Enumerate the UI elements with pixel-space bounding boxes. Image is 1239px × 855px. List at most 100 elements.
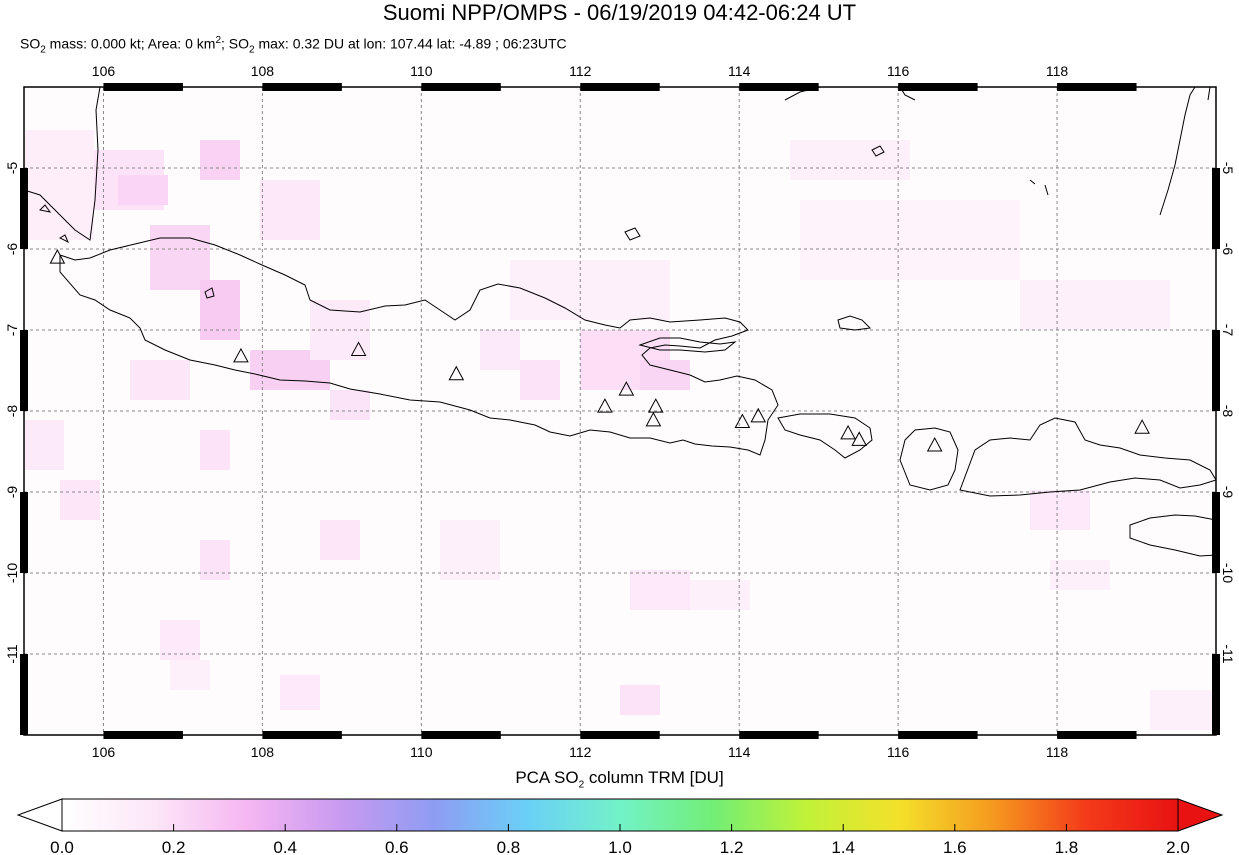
frame-bar-bottom (421, 731, 501, 739)
so2-pixels (24, 130, 1216, 730)
frame-bar-left (20, 168, 28, 249)
lat-tick-label: -7 (1220, 324, 1236, 337)
map-title: Suomi NPP/OMPS - 06/19/2019 04:42-06:24 … (382, 0, 857, 25)
frame-bar-bottom (898, 731, 978, 739)
volcano-triangle (597, 398, 613, 413)
lon-tick-label: 118 (1046, 744, 1069, 760)
colorbar-tick-label: 1.6 (943, 838, 967, 855)
volcano-triangle (350, 341, 367, 356)
sumba-coast (1129, 514, 1216, 557)
so2-summary: SO2 mass: 0.000 kt; Area: 0 km2; SO2 max… (20, 35, 567, 56)
small-island-5 (871, 145, 1049, 196)
sumbawa-coast (959, 417, 1216, 497)
bali-coast (777, 413, 873, 459)
frame-bar-right (1212, 492, 1220, 573)
frame-bar-bottom (103, 731, 183, 739)
colorbar-tick-label: 1.8 (1055, 838, 1079, 855)
lat-labels-right: -5 -6 -7 -8 -9 -10 -11 (1220, 162, 1236, 664)
volcano-triangle (448, 365, 465, 381)
colorbar-tick-label: 0.2 (162, 838, 186, 855)
frame-bar-right (1212, 168, 1220, 249)
coastlines (24, 87, 1216, 557)
volcano-triangle (49, 249, 66, 264)
lon-tick-label: 116 (887, 744, 910, 760)
lon-labels-bottom: 106 108 110 112 114 116 118 (92, 744, 1069, 760)
lon-tick-label: 110 (410, 744, 433, 760)
lat-tick-label: -11 (1220, 644, 1236, 663)
colorbar-tick-label: 0.8 (497, 838, 521, 855)
colorbar-high-arrow (1177, 798, 1224, 832)
colorbar-tick-label: 0.0 (50, 838, 74, 855)
frame-bar-top (1057, 83, 1137, 91)
colorbar-gradient (61, 798, 1179, 832)
colorbar-tick-label: 1.2 (720, 838, 744, 855)
lat-tick-label: -7 (4, 324, 20, 337)
lon-tick-label: 110 (410, 63, 433, 79)
lon-tick-label: 108 (251, 63, 275, 79)
lat-tick-label: -8 (4, 405, 20, 418)
volcano-triangle (851, 431, 868, 446)
lon-tick-label: 112 (569, 744, 592, 760)
colorbar-tick-label: 0.4 (273, 838, 297, 855)
frame-bar-bottom (1057, 731, 1137, 739)
sumatra-coast (24, 87, 101, 241)
map-gridlines (24, 87, 1216, 735)
volcano-triangle (645, 411, 662, 427)
lat-tick-label: -9 (1220, 486, 1236, 499)
frame-bar-bottom (739, 731, 819, 739)
small-island-4 (38, 204, 69, 244)
volcano-triangle (734, 413, 751, 429)
frame-bar-left (20, 330, 28, 411)
lat-tick-label: -6 (1220, 243, 1236, 256)
colorbar-ticks: 0.0 0.2 0.4 0.6 0.8 1.0 1.2 1.4 1.6 1.8 2.0 (50, 824, 1190, 855)
volcano-markers (49, 249, 1150, 452)
lon-tick-label: 116 (887, 63, 910, 79)
frame-bar-top (421, 83, 501, 91)
frame-bar-top (739, 83, 819, 91)
frame-bar-top (262, 83, 342, 91)
colorbar-title: PCA SO2 column TRM [DU] (515, 768, 724, 791)
lat-labels-left: -5 -6 -7 -8 -9 -10 -11 (4, 162, 20, 664)
volcano-triangle (926, 436, 943, 452)
lombok-coast (899, 427, 959, 491)
lat-tick-label: -10 (4, 563, 20, 583)
lon-tick-label: 106 (92, 63, 116, 79)
volcano-triangle (750, 407, 767, 423)
lon-tick-label: 118 (1046, 63, 1069, 79)
frame-bar-top (580, 83, 660, 91)
colorbar-tick-label: 0.6 (385, 838, 409, 855)
lat-tick-label: -10 (1220, 563, 1236, 583)
volcano-triangle (1134, 419, 1150, 434)
lat-tick-label: -5 (4, 162, 20, 175)
lon-tick-label: 108 (251, 744, 275, 760)
volcano-triangle (233, 347, 249, 363)
frame-bar-bottom (580, 731, 660, 739)
lon-tick-label: 114 (728, 63, 751, 79)
small-island-2 (837, 315, 872, 331)
lon-labels-top: 106 108 110 112 114 116 118 (92, 63, 1069, 79)
colorbar-tick-label: 1.4 (831, 838, 855, 855)
frame-bar-top (898, 83, 978, 91)
lat-tick-label: -6 (4, 243, 20, 256)
frame-bar-top (103, 83, 183, 91)
lon-tick-label: 114 (728, 744, 751, 760)
lon-tick-label: 112 (569, 63, 592, 79)
lat-tick-label: -5 (1220, 162, 1236, 175)
map-frame-bars (20, 83, 1220, 739)
so2-map: 106 108 110 112 114 116 118 106 108 110 112 114 116… (4, 63, 1236, 760)
volcano-triangle (618, 381, 635, 396)
lon-tick-label: 106 (92, 744, 116, 760)
frame-bar-right (1212, 654, 1220, 735)
lat-tick-label: -9 (4, 486, 20, 499)
colorbar-tick-label: 1.0 (608, 838, 632, 855)
frame-bar-left (20, 654, 28, 735)
volcano-triangle (647, 398, 664, 413)
lat-tick-label: -8 (1220, 405, 1236, 418)
frame-bar-right (1212, 330, 1220, 411)
kalimantan-coast (784, 87, 1211, 216)
frame-bar-left (20, 492, 28, 573)
small-island-1 (624, 227, 641, 241)
small-island-3 (204, 287, 215, 299)
java-coast (59, 237, 779, 456)
colorbar-tick-label: 2.0 (1166, 838, 1190, 855)
